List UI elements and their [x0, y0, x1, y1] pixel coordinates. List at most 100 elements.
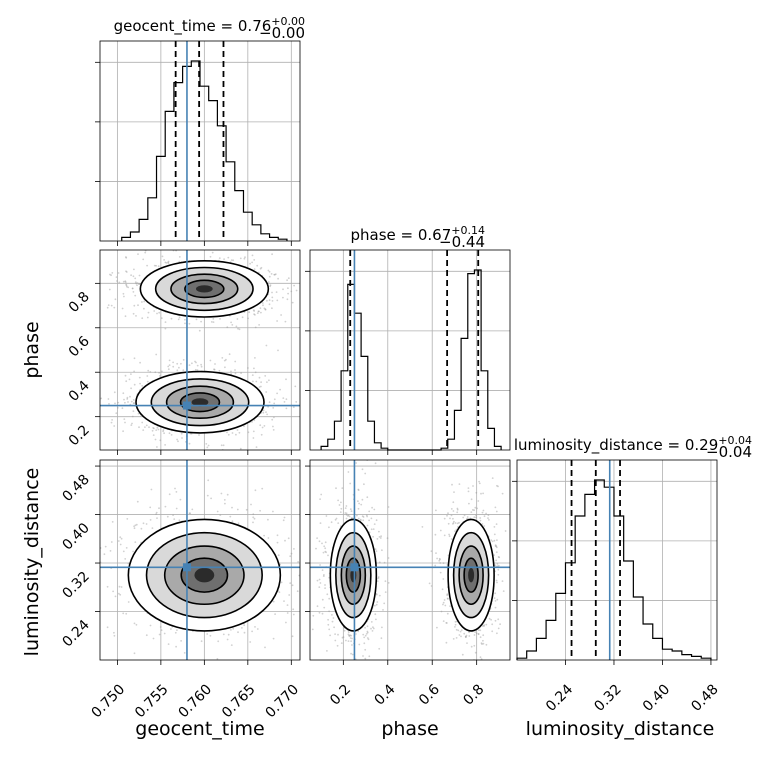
sample-point — [454, 626, 456, 628]
sample-point — [156, 426, 159, 429]
sample-point — [252, 380, 254, 383]
sample-point — [268, 379, 270, 382]
sample-point — [364, 657, 367, 660]
sample-point — [243, 631, 246, 634]
sample-point — [263, 307, 266, 310]
sample-point — [142, 522, 145, 525]
sample-point — [384, 580, 387, 583]
sample-point — [448, 533, 450, 536]
sample-point — [168, 359, 171, 362]
sample-point — [258, 310, 260, 313]
sample-point — [218, 257, 221, 259]
sample-point — [387, 582, 390, 584]
sample-point — [493, 539, 496, 542]
sample-point — [253, 310, 256, 312]
sample-point — [495, 510, 498, 513]
sample-point — [138, 274, 141, 277]
sample-point — [134, 541, 137, 543]
sample-point — [450, 538, 453, 540]
sample-point — [287, 277, 290, 280]
sample-point — [477, 629, 480, 632]
sample-point — [255, 380, 258, 383]
sample-point — [147, 311, 150, 314]
sample-point — [136, 500, 139, 503]
sample-point — [113, 631, 115, 634]
sample-point — [280, 581, 283, 584]
sample-point — [110, 541, 113, 543]
sample-point — [266, 381, 268, 383]
sample-point — [223, 258, 226, 260]
sample-point — [358, 672, 360, 674]
sample-point — [477, 633, 480, 635]
sample-point — [151, 527, 154, 529]
sample-point — [468, 663, 470, 665]
sample-point — [348, 635, 351, 637]
sample-point — [206, 446, 209, 449]
sample-point — [496, 632, 498, 635]
sample-point — [288, 594, 291, 596]
sample-point — [446, 612, 449, 615]
sample-point — [360, 503, 363, 506]
sample-point — [243, 425, 245, 428]
sample-point — [491, 540, 494, 543]
sample-point — [289, 555, 292, 558]
sample-point — [362, 516, 365, 518]
sample-point — [495, 559, 498, 562]
sample-point — [442, 620, 445, 622]
sample-point — [131, 287, 134, 290]
sample-point — [115, 276, 118, 278]
sample-point — [355, 633, 357, 635]
x-tick-label: 0.760 — [176, 682, 216, 722]
sample-point — [494, 592, 497, 595]
sample-point — [276, 299, 279, 302]
sample-point — [179, 498, 182, 501]
sample-point — [332, 617, 335, 619]
sample-point — [273, 398, 276, 401]
sample-point — [150, 488, 153, 491]
sample-point — [134, 281, 137, 284]
sample-point — [363, 483, 365, 486]
sample-point — [260, 266, 263, 269]
sample-point — [495, 579, 498, 582]
sample-point — [234, 372, 237, 375]
sample-point — [164, 444, 167, 446]
x-tick-label: 0.755 — [132, 682, 172, 722]
sample-point — [164, 505, 167, 508]
sample-point — [177, 318, 180, 321]
sample-point — [345, 512, 348, 515]
sample-point — [324, 587, 326, 589]
sample-point — [269, 284, 272, 287]
sample-point — [162, 430, 165, 433]
sample-point — [251, 374, 254, 376]
sample-point — [450, 508, 453, 510]
sample-point — [234, 666, 236, 668]
sample-point — [170, 434, 173, 436]
sample-point — [216, 510, 219, 513]
sample-point — [378, 530, 380, 533]
sample-point — [459, 630, 462, 633]
sample-point — [256, 628, 259, 630]
sample-point — [496, 563, 499, 565]
sample-point — [446, 593, 449, 595]
sample-point — [295, 289, 298, 292]
sample-point — [319, 547, 321, 549]
sample-point — [167, 260, 170, 263]
sample-point — [496, 484, 498, 487]
sample-point — [499, 623, 501, 626]
sample-point — [213, 368, 215, 371]
sample-point — [455, 637, 458, 639]
sample-point — [271, 418, 274, 421]
sample-point — [155, 511, 158, 514]
sample-point — [447, 522, 450, 525]
sample-point — [481, 625, 484, 627]
sample-point — [289, 582, 292, 584]
sample-point — [153, 264, 156, 267]
sample-point — [324, 547, 327, 550]
sample-point — [247, 367, 249, 369]
contour-line — [179, 392, 221, 413]
sample-point — [312, 614, 315, 617]
sample-point — [321, 542, 323, 545]
sample-point — [104, 545, 107, 548]
sample-point — [209, 634, 212, 637]
sample-point — [316, 286, 318, 288]
